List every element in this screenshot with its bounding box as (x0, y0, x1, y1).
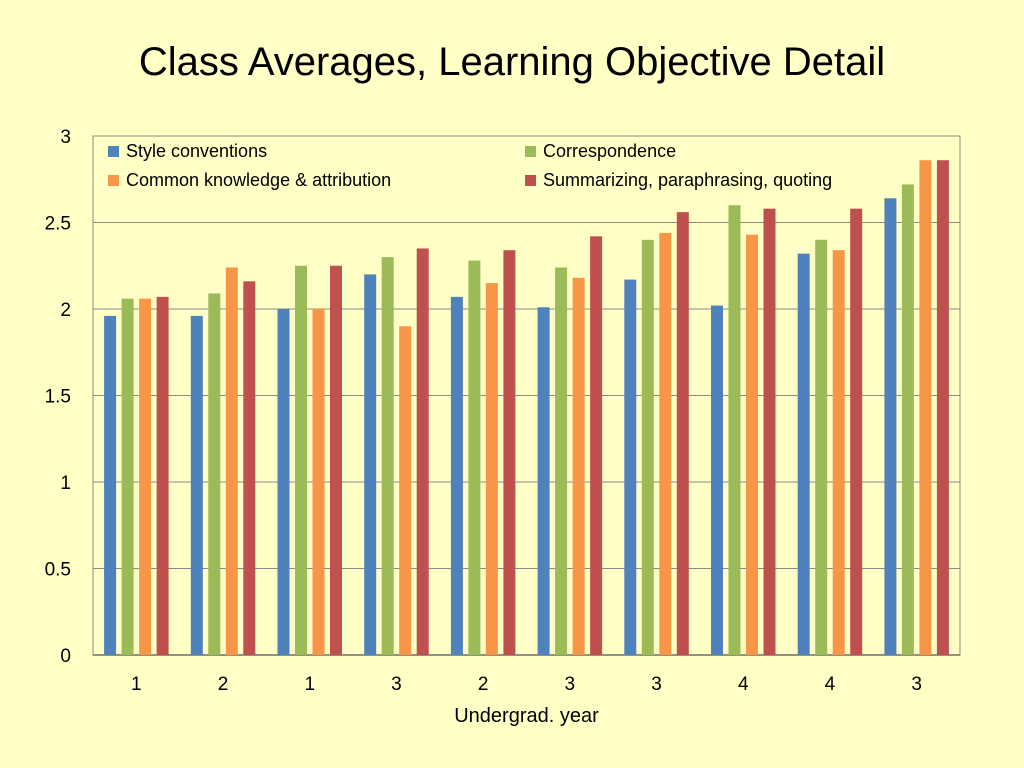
page-title: Class Averages, Learning Objective Detai… (138, 40, 886, 84)
bar-4-5 (503, 250, 516, 655)
bar-4-8 (763, 208, 776, 655)
x-tick-label: 2 (218, 674, 229, 695)
bar-2-9 (815, 239, 828, 656)
legend-swatch (108, 146, 119, 157)
bar-3-6 (572, 277, 585, 655)
x-axis-title: Undergrad. year (454, 705, 599, 727)
y-tick-label: 0.5 (45, 560, 71, 581)
bar-2-3 (295, 265, 307, 655)
bar-3-5 (485, 283, 498, 655)
bar-2-2 (208, 293, 221, 655)
y-tick-label: 0 (60, 646, 71, 667)
bar-4-2 (243, 281, 256, 655)
y-tick-label: 2 (60, 300, 71, 321)
y-axis-ticks: 0 0.5 1 1.5 2 2.5 3 (45, 127, 71, 667)
y-tick-label: 1 (60, 473, 71, 494)
bar-4-4 (416, 248, 429, 655)
bar-3-4 (399, 326, 412, 655)
legend-swatch (525, 146, 536, 157)
bar-2-4 (381, 257, 394, 655)
legend-label: Correspondence (543, 141, 676, 161)
x-tick-label: 2 (478, 674, 489, 695)
bar-1-9 (797, 253, 810, 655)
bar-2-7 (641, 239, 654, 656)
bar-2-5 (468, 260, 481, 655)
legend-swatch (108, 175, 119, 186)
bar-1-4 (364, 274, 377, 655)
bar-4-9 (850, 208, 863, 655)
bar-4-1 (156, 296, 169, 655)
y-tick-label: 3 (60, 127, 71, 148)
bar-4-7 (676, 212, 689, 655)
bar-1-8 (711, 305, 723, 655)
legend-label: Common knowledge & attribution (126, 170, 391, 190)
bar-2-6 (555, 267, 568, 655)
bar-3-2 (225, 267, 238, 655)
x-tick-label: 4 (825, 674, 836, 695)
bar-1-10 (884, 198, 897, 655)
bar-3-10 (919, 160, 932, 655)
y-tick-label: 2.5 (45, 214, 71, 235)
legend-label: Summarizing, paraphrasing, quoting (543, 170, 832, 190)
bar-3-8 (746, 234, 758, 656)
bar-4-3 (330, 265, 342, 655)
bar-3-3 (312, 309, 325, 655)
bar-4-6 (590, 236, 603, 655)
bar-1-3 (277, 309, 290, 655)
bars (104, 160, 949, 656)
x-axis-ticks: 1 2 1 3 2 3 3 4 4 3 (131, 674, 922, 695)
y-tick-label: 1.5 (45, 387, 71, 408)
legend-label: Style conventions (126, 141, 267, 161)
x-tick-label: 1 (304, 674, 315, 695)
bar-1-1 (104, 315, 117, 655)
legend: Style conventions Correspondence Common kn… (108, 141, 832, 190)
x-tick-label: 1 (131, 674, 142, 695)
x-tick-label: 4 (738, 674, 749, 695)
x-tick-label: 3 (651, 674, 662, 695)
bar-2-1 (121, 298, 134, 655)
bar-3-9 (832, 250, 845, 655)
bar-1-6 (537, 307, 550, 655)
x-tick-label: 3 (565, 674, 576, 695)
bar-1-2 (190, 315, 203, 655)
bar-1-5 (450, 296, 463, 655)
bar-1-7 (624, 279, 637, 655)
bar-3-1 (139, 298, 152, 655)
x-tick-label: 3 (911, 674, 922, 695)
x-tick-label: 3 (391, 674, 402, 695)
gridlines (93, 135, 960, 569)
bar-3-7 (659, 232, 672, 655)
legend-swatch (525, 175, 536, 186)
bar-4-10 (936, 160, 949, 655)
bar-2-10 (901, 184, 914, 655)
bar-2-8 (728, 205, 741, 655)
